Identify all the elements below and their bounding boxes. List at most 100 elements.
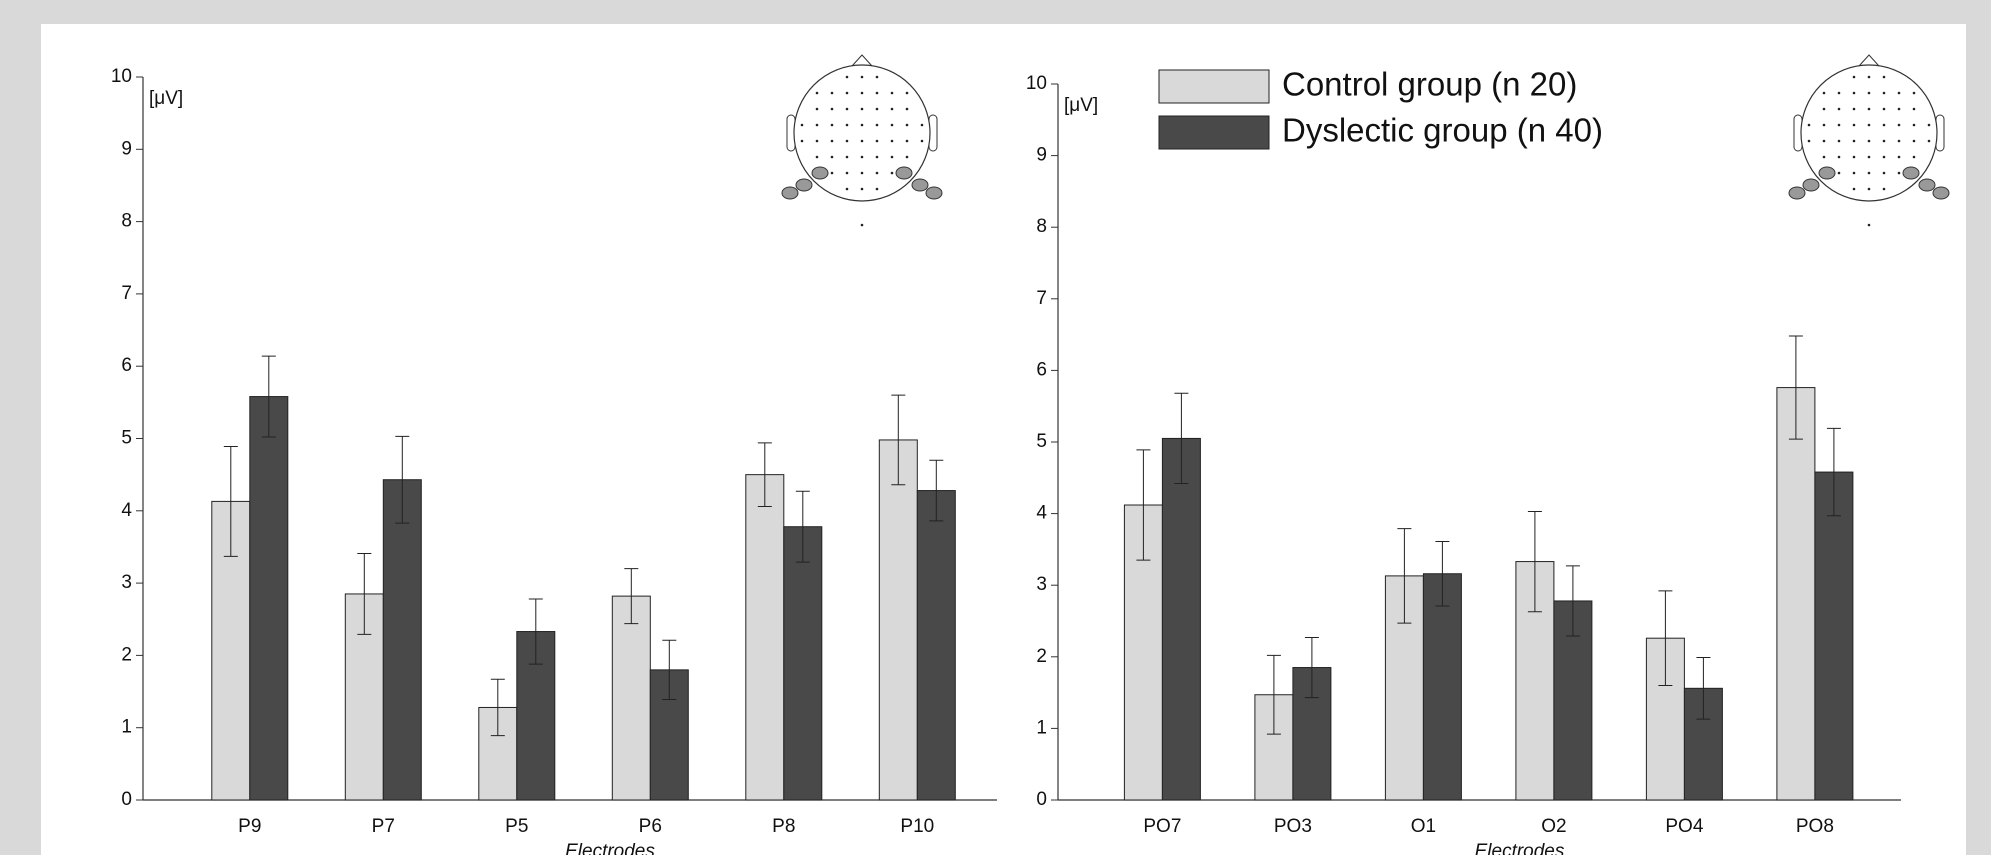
head-dot [1898,156,1901,159]
electrode-marker [896,167,912,179]
head-dot [1868,140,1871,143]
head-dot [876,92,879,95]
head-dot [1883,108,1886,111]
legend-swatch [1159,116,1269,149]
page: {"chart_data": [ {"type": "bar", "y_unit… [0,0,1991,855]
x-tick-label: P5 [505,816,528,837]
head-dot [1853,108,1856,111]
head-outline [794,65,930,201]
y-tick-label: 2 [121,644,132,665]
head-dot [1883,156,1886,159]
legend-swatch [1159,70,1269,103]
head-dot [1823,140,1826,143]
x-tick-label: PO3 [1274,816,1312,837]
x-tick-label: P10 [900,816,934,837]
bar [1777,388,1815,800]
electrode-marker [1933,187,1949,199]
head-dot [861,156,864,159]
head-dot [846,124,849,127]
head-dot [1883,92,1886,95]
head-dot [1853,172,1856,175]
head-dot [1838,140,1841,143]
head-dot [1838,172,1841,175]
y-unit: [μV] [1064,95,1098,116]
head-dot [1898,92,1901,95]
y-tick-label: 2 [1036,646,1047,667]
head-dot [861,224,864,227]
head-dot [1883,188,1886,191]
head-dot [891,140,894,143]
head-dot [876,124,879,127]
x-tick-label: PO7 [1143,816,1181,837]
head-dot [1853,92,1856,95]
head-dot [861,108,864,111]
head-dot [1808,124,1811,127]
head-dot [846,140,849,143]
head-dot [1913,92,1916,95]
head-dot [1913,108,1916,111]
head-dot [816,140,819,143]
head-dot [1838,124,1841,127]
y-tick-label: 0 [121,789,132,810]
head-dot [1838,108,1841,111]
head-dot [846,156,849,159]
head-dot [906,140,909,143]
head-dot [876,156,879,159]
head-dot [831,140,834,143]
head-dot [1883,172,1886,175]
head-dot [891,92,894,95]
y-tick-label: 7 [1036,288,1047,309]
head-dot [906,124,909,127]
x-tick-label: PO4 [1665,816,1703,837]
x-tick-label: P7 [372,816,395,837]
head-dot [816,156,819,159]
head-dot [1898,140,1901,143]
head-dot [876,108,879,111]
head-dot [1898,108,1901,111]
head-dot [861,188,864,191]
head-dot [1823,156,1826,159]
head-dot [876,188,879,191]
head-dot [1868,92,1871,95]
head-dot [1853,124,1856,127]
bar [383,480,421,800]
head-dot [1913,156,1916,159]
head-outline [1801,65,1937,201]
head-dot [846,172,849,175]
y-tick-label: 1 [1036,717,1047,738]
y-tick-label: 4 [121,500,132,521]
head-dot [1823,92,1826,95]
head-dot [876,140,879,143]
electrode-marker [1819,167,1835,179]
head-dot [831,156,834,159]
x-tick-label: P8 [772,816,795,837]
head-dot [816,124,819,127]
head-dot [846,92,849,95]
y-tick-label: 9 [1036,145,1047,166]
head-dot [801,140,804,143]
head-dot [861,124,864,127]
head-dot [1868,76,1871,79]
x-axis-title: Electrodes [1475,841,1565,855]
head-dot [1868,188,1871,191]
head-dot [861,76,864,79]
head-dot [801,124,804,127]
head-dot [861,172,864,175]
head-dot [1823,124,1826,127]
head-dot [1868,172,1871,175]
bar [784,527,822,800]
head-dot [1883,76,1886,79]
head-dot [1853,140,1856,143]
y-tick-label: 1 [121,717,132,738]
head-dot [906,156,909,159]
y-tick-label: 10 [1026,73,1047,94]
y-tick-label: 6 [1036,359,1047,380]
x-tick-label: PO8 [1796,816,1834,837]
bar [917,491,955,800]
x-tick-label: O2 [1541,816,1566,837]
y-tick-label: 5 [1036,431,1047,452]
y-tick-label: 7 [121,283,132,304]
head-dot [1853,76,1856,79]
head-dot [876,172,879,175]
head-dot [1868,224,1871,227]
